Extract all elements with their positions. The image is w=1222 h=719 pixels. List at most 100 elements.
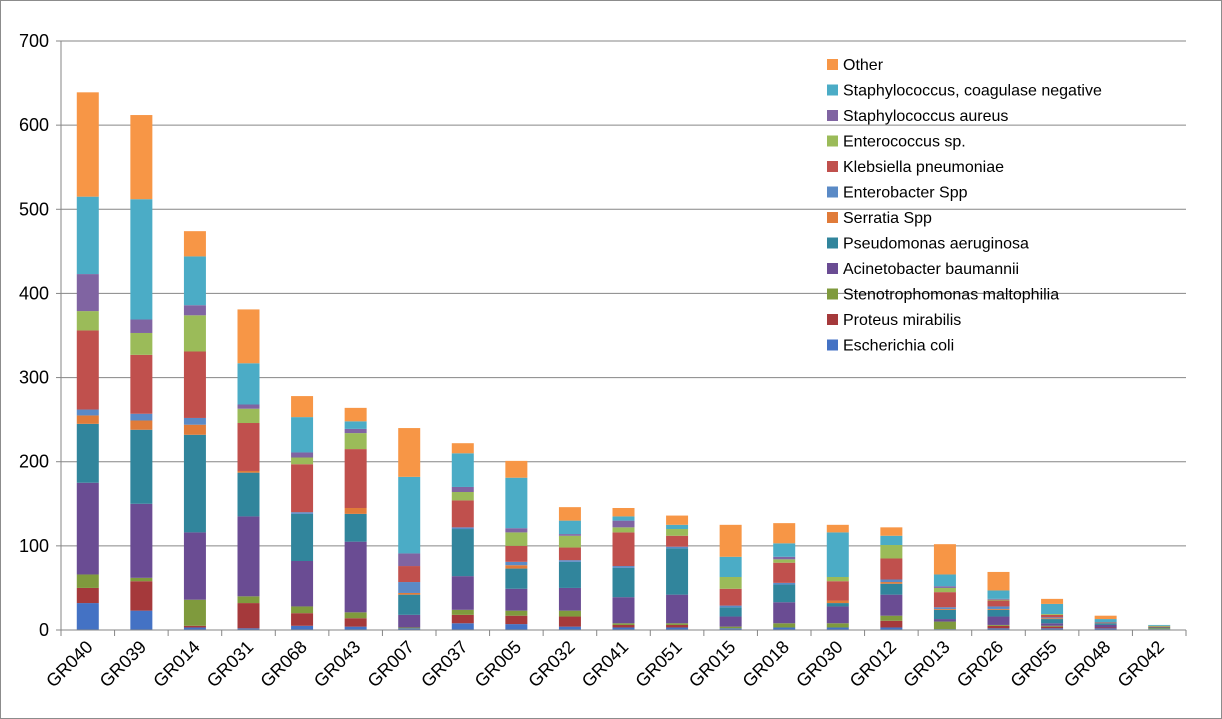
- bar-segment: [773, 543, 796, 557]
- y-tick-label: 300: [19, 368, 49, 388]
- bar-segment: [612, 627, 635, 630]
- bar-segment: [291, 396, 314, 418]
- bar-segment: [398, 582, 421, 593]
- x-tick-label: GR026: [953, 637, 1007, 691]
- bar-segment: [451, 443, 474, 454]
- bar-segment: [130, 503, 153, 578]
- bar-segment: [719, 556, 742, 577]
- bar-segment: [773, 523, 796, 544]
- bar-segment: [719, 588, 742, 606]
- bar-segment: [1148, 624, 1171, 626]
- bar-segment: [558, 547, 581, 561]
- bar-segment: [183, 417, 206, 425]
- bar-segment: [826, 532, 849, 577]
- bar-segment: [773, 556, 796, 560]
- x-axis-ticks: GR040 GR039 GR014 GR031 GR068 GR043 GR007 GR037…: [42, 630, 1187, 691]
- bar-segment: [880, 558, 903, 580]
- bar-segment: [237, 628, 260, 630]
- bar-segment: [880, 594, 903, 616]
- bar-segment: [612, 507, 635, 517]
- bar-segment: [666, 548, 689, 595]
- bar-segment: [666, 546, 689, 549]
- bar-segment: [987, 609, 1010, 617]
- bar-segment: [933, 592, 956, 608]
- legend-label: Enterobacter Spp: [843, 185, 968, 202]
- y-tick-label: 100: [19, 536, 49, 556]
- bar-segment: [183, 599, 206, 626]
- legend-swatch: [827, 110, 838, 121]
- bar-segment: [666, 627, 689, 630]
- bar-segment: [558, 587, 581, 611]
- x-tick-label: GR030: [792, 637, 846, 691]
- legend-label: Stenotrophomonas maltophilia: [843, 287, 1059, 304]
- bar-segment: [558, 626, 581, 630]
- bar-segment: [130, 319, 153, 333]
- bar-segment: [933, 607, 956, 609]
- bar-segment: [344, 618, 367, 627]
- bar-segment: [451, 529, 474, 577]
- legend-swatch: [827, 339, 838, 351]
- bar-segment: [558, 520, 581, 535]
- bar-segment: [773, 623, 796, 628]
- bar-segment: [344, 507, 367, 514]
- bar-segment: [130, 420, 153, 430]
- x-tick-label: GR040: [42, 637, 96, 691]
- bar-segment: [505, 565, 528, 569]
- bar-segment: [237, 516, 260, 597]
- bar-segment: [987, 571, 1010, 591]
- bar-segment: [666, 594, 689, 624]
- y-tick-label: 700: [19, 31, 49, 51]
- bar-segment: [505, 610, 528, 616]
- bar-segment: [1094, 623, 1117, 625]
- bar-segment: [398, 566, 421, 583]
- bar-segment: [76, 603, 99, 630]
- bar-segment: [76, 196, 99, 275]
- bar-segment: [183, 256, 206, 306]
- bar-segment: [558, 534, 581, 536]
- bar-segment: [933, 544, 956, 575]
- bar-segment: [183, 434, 206, 533]
- bar-segment: [291, 561, 314, 607]
- y-tick-label: 500: [19, 199, 49, 219]
- legend-swatch: [827, 288, 838, 300]
- bar-segment: [76, 330, 99, 410]
- bar-segment: [291, 417, 314, 453]
- bar-segment: [237, 309, 260, 364]
- x-tick-label: GR032: [524, 637, 578, 691]
- bar-segment: [880, 583, 903, 595]
- bar-segment: [344, 433, 367, 450]
- legend-label: Other: [843, 57, 884, 74]
- bar-segment: [933, 574, 956, 587]
- bar-segment: [451, 609, 474, 615]
- bar-segment: [1094, 615, 1117, 620]
- bar-segment: [291, 452, 314, 458]
- bar-segment: [130, 577, 153, 582]
- bar-segment: [451, 486, 474, 493]
- bar-segment: [398, 476, 421, 554]
- bar-segment: [76, 409, 99, 416]
- legend-label: Pseudomonas aeruginosa: [843, 236, 1029, 253]
- bar-segment: [1148, 628, 1171, 630]
- legend: Other Staphylococcus, coagulase negative S…: [827, 57, 1102, 355]
- bar-segment: [183, 315, 206, 352]
- bar-segment: [344, 612, 367, 619]
- bar-segment: [344, 626, 367, 630]
- bar-segment: [344, 541, 367, 613]
- axes: [60, 41, 1186, 631]
- bar-segment: [398, 553, 421, 567]
- bar-segment: [130, 332, 153, 355]
- bar-segment: [826, 606, 849, 624]
- bar-segment: [505, 460, 528, 478]
- bar-segment: [1041, 614, 1064, 615]
- bar-segment: [719, 616, 742, 627]
- bar-segment: [773, 584, 796, 603]
- bar-segment: [505, 624, 528, 630]
- bar-segment: [398, 614, 421, 628]
- bar-segment: [291, 457, 314, 465]
- x-tick-label: GR007: [364, 637, 418, 691]
- x-tick-label: GR068: [256, 637, 310, 691]
- bar-segment: [344, 407, 367, 422]
- bar-segment: [451, 614, 474, 624]
- bar-segment: [130, 581, 153, 611]
- bar-segment: [344, 449, 367, 508]
